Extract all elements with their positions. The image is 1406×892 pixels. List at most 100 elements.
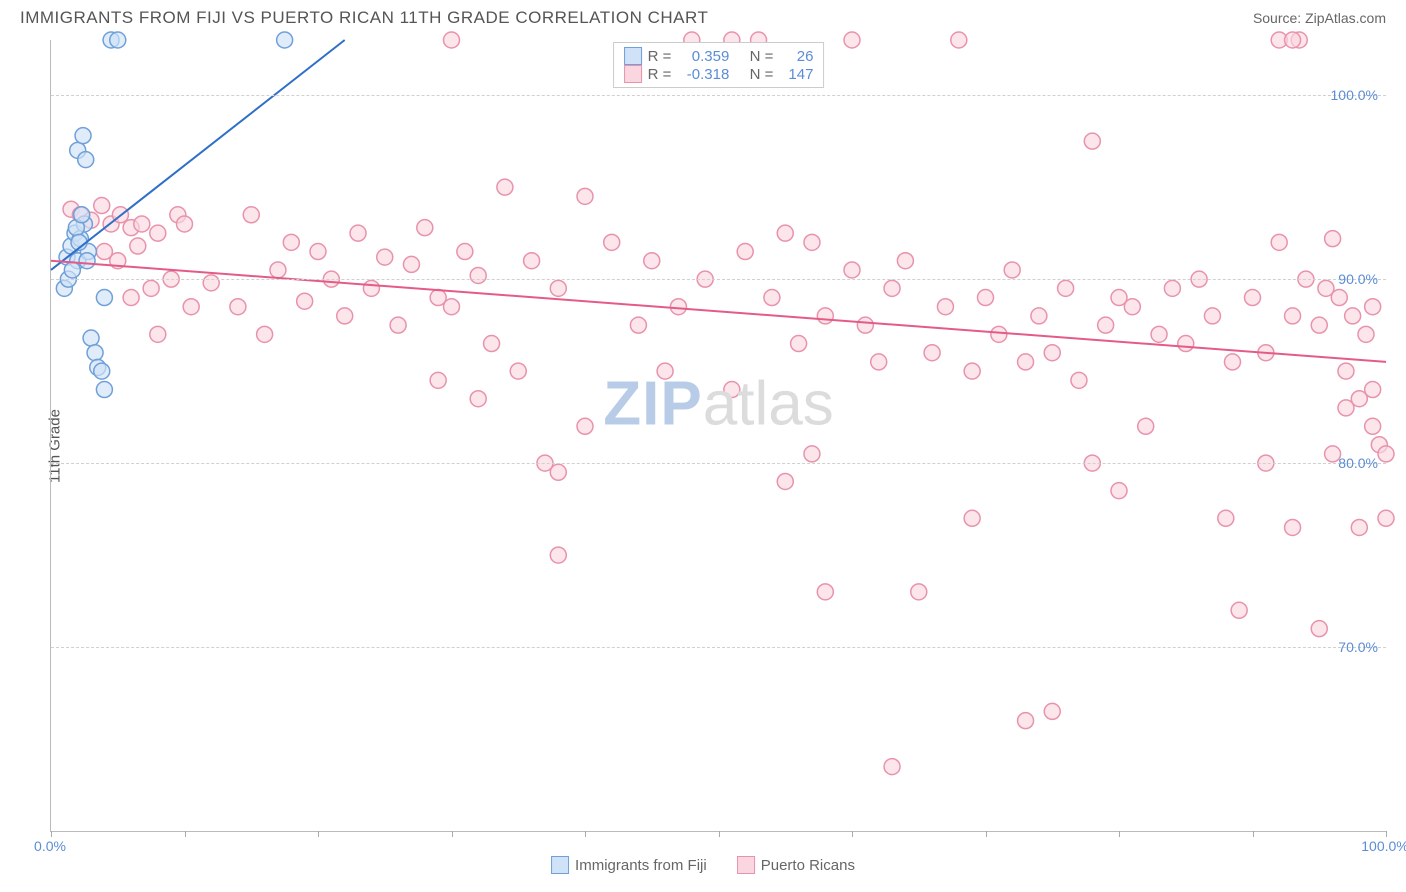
data-point [604,234,620,250]
data-point [1378,446,1394,462]
data-point [1004,262,1020,278]
trend-line [51,261,1386,362]
legend-series-label: Immigrants from Fiji [575,857,707,874]
data-point [1218,510,1234,526]
data-point [363,280,379,296]
y-tick-label: 90.0% [1338,271,1378,287]
data-point [897,253,913,269]
data-point [64,262,80,278]
data-point [550,547,566,563]
data-point [283,234,299,250]
x-tick [1119,831,1120,837]
data-point [871,354,887,370]
trend-line [51,40,345,270]
data-point [630,317,646,333]
data-point [444,32,460,48]
data-point [430,372,446,388]
data-point [203,275,219,291]
data-point [1285,308,1301,324]
data-point [937,299,953,315]
data-point [1018,354,1034,370]
data-point [777,473,793,489]
data-point [1204,308,1220,324]
data-point [577,418,593,434]
data-point [844,32,860,48]
data-point [1018,713,1034,729]
scatter-plot-svg [51,40,1386,831]
data-point [470,391,486,407]
data-point [134,216,150,232]
data-point [1338,363,1354,379]
data-point [857,317,873,333]
data-point [350,225,366,241]
y-tick-label: 70.0% [1338,639,1378,655]
x-tick-label: 100.0% [1361,838,1406,854]
data-point [377,249,393,265]
source-label: Source: [1253,10,1301,26]
gridline-h [51,647,1386,648]
legend-swatch [737,856,755,874]
data-point [417,220,433,236]
y-tick-label: 80.0% [1338,455,1378,471]
data-point [1111,483,1127,499]
data-point [79,253,95,269]
data-point [123,290,139,306]
data-point [1031,308,1047,324]
data-point [75,128,91,144]
data-point [1311,621,1327,637]
data-point [1084,133,1100,149]
data-point [777,225,793,241]
x-tick [51,831,52,837]
data-point [577,188,593,204]
data-point [991,326,1007,342]
data-point [1325,231,1341,247]
data-point [270,262,286,278]
legend-bottom-item: Puerto Ricans [737,856,855,874]
data-point [277,32,293,48]
data-point [884,280,900,296]
data-point [1044,703,1060,719]
data-point [951,32,967,48]
gridline-h [51,95,1386,96]
data-point [497,179,513,195]
data-point [764,290,780,306]
data-point [670,299,686,315]
data-point [130,238,146,254]
legend-r-label: R = [648,66,672,83]
x-tick [185,831,186,837]
data-point [230,299,246,315]
data-point [804,446,820,462]
data-point [1285,32,1301,48]
legend-bottom: Immigrants from Fiji Puerto Ricans [551,856,855,874]
data-point [78,152,94,168]
x-tick [986,831,987,837]
legend-swatch [624,47,642,65]
x-tick [585,831,586,837]
data-point [1358,326,1374,342]
data-point [644,253,660,269]
source-name: ZipAtlas.com [1305,10,1386,26]
data-point [1351,519,1367,535]
data-point [444,299,460,315]
data-point [964,363,980,379]
data-point [1231,602,1247,618]
data-point [1311,317,1327,333]
data-point [310,244,326,260]
legend-r-value: -0.318 [677,66,729,83]
data-point [1285,519,1301,535]
data-point [177,216,193,232]
data-point [510,363,526,379]
data-point [1138,418,1154,434]
legend-stats: R =0.359 N =26R =-0.318 N =147 [613,42,825,88]
legend-stats-row: R =-0.318 N =147 [624,65,814,83]
gridline-h [51,279,1386,280]
data-point [94,198,110,214]
x-tick [318,831,319,837]
data-point [978,290,994,306]
chart-title: IMMIGRANTS FROM FIJI VS PUERTO RICAN 11T… [20,8,708,28]
legend-n-value: 147 [779,66,813,83]
data-point [1178,336,1194,352]
data-point [94,363,110,379]
data-point [1044,345,1060,361]
legend-r-label: R = [648,48,672,65]
